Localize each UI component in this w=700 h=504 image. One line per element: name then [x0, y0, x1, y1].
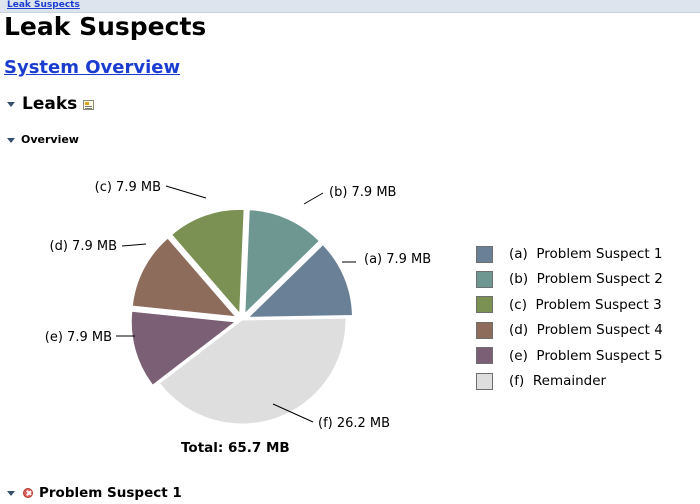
slice-label-e: (e) 7.9 MB [45, 330, 112, 345]
slice-label-c: (c) 7.9 MB [95, 180, 161, 195]
breadcrumb-link[interactable]: Leak Suspects [7, 0, 80, 10]
overview-section-header[interactable]: Overview [7, 132, 79, 148]
top-bar: Leak Suspects [0, 0, 700, 13]
legend-label: (a) Problem Suspect 1 [509, 246, 663, 262]
slice-leader-line-c [165, 185, 207, 199]
legend-swatch [476, 296, 493, 314]
legend-label: (b) Problem Suspect 2 [509, 271, 663, 288]
slice-leader-line-b [303, 192, 324, 205]
legend-item-c: (c) Problem Suspect 3 [476, 296, 662, 314]
legend-item-a: (a) Problem Suspect 1 [476, 245, 663, 263]
problem-suspect-title: Problem Suspect 1 [39, 485, 182, 501]
pie-slice-a [247, 243, 353, 318]
pie-slice-c [170, 208, 245, 315]
legend-swatch [476, 245, 493, 263]
chart-total: Total: 65.7 MB [181, 440, 290, 456]
expand-toggle-icon[interactable] [7, 490, 15, 496]
pie-slice-f [158, 317, 347, 425]
pie-slice-d [131, 237, 237, 318]
pie-slice-b [244, 209, 321, 315]
legend-item-d: (d) Problem Suspect 4 [476, 321, 663, 339]
slice-label-d: (d) 7.9 MB [50, 239, 117, 254]
legend-label: (d) Problem Suspect 4 [509, 322, 663, 339]
leaks-section-title: Leaks [22, 94, 78, 114]
error-icon [23, 488, 33, 498]
details-icon[interactable] [83, 100, 95, 110]
legend-swatch [476, 372, 493, 390]
pie-slice-e [130, 310, 237, 386]
problem-suspect-header[interactable]: Problem Suspect 1 [7, 484, 182, 502]
slice-label-b: (b) 7.9 MB [329, 185, 396, 200]
legend-swatch [476, 270, 493, 288]
overview-section-title: Overview [21, 133, 79, 146]
legend-label: (c) Problem Suspect 3 [509, 296, 662, 313]
legend-item-b: (b) Problem Suspect 2 [476, 270, 663, 288]
system-overview-link[interactable]: System Overview [4, 57, 181, 78]
legend-label: (f) Remainder [509, 373, 607, 389]
leaks-section-header[interactable]: Leaks [7, 93, 95, 115]
legend-swatch [476, 347, 493, 365]
slice-label-f: (f) 26.2 MB [318, 416, 390, 431]
legend-item-f: (f) Remainder [476, 372, 606, 390]
legend-label: (e) Problem Suspect 5 [509, 347, 663, 364]
legend-item-e: (e) Problem Suspect 5 [476, 347, 663, 365]
slice-leader-line-f [272, 403, 314, 423]
slice-label-a: (a) 7.9 MB [364, 252, 431, 267]
slice-leader-line-d [121, 243, 147, 247]
expand-toggle-icon[interactable] [7, 101, 15, 107]
page-title: Leak Suspects [4, 12, 207, 41]
legend-swatch [476, 321, 493, 339]
expand-toggle-icon[interactable] [7, 137, 15, 143]
